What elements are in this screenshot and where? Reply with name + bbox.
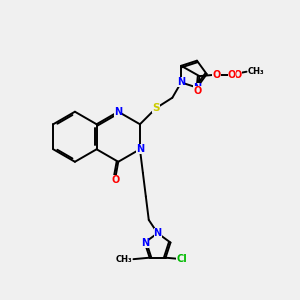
Text: O: O: [194, 86, 202, 96]
Text: N: N: [193, 82, 201, 93]
Text: O: O: [111, 175, 119, 185]
Text: N: N: [177, 77, 185, 87]
Text: N: N: [114, 107, 122, 117]
Text: O: O: [233, 70, 242, 80]
Text: S: S: [152, 103, 160, 113]
Text: Cl: Cl: [176, 254, 187, 264]
Text: N: N: [154, 228, 162, 238]
Text: CH₃: CH₃: [248, 67, 265, 76]
Text: O: O: [212, 70, 220, 80]
Text: O: O: [228, 70, 236, 80]
Text: N: N: [141, 238, 149, 248]
Text: N: N: [136, 144, 144, 154]
Text: CH₃: CH₃: [116, 255, 132, 264]
